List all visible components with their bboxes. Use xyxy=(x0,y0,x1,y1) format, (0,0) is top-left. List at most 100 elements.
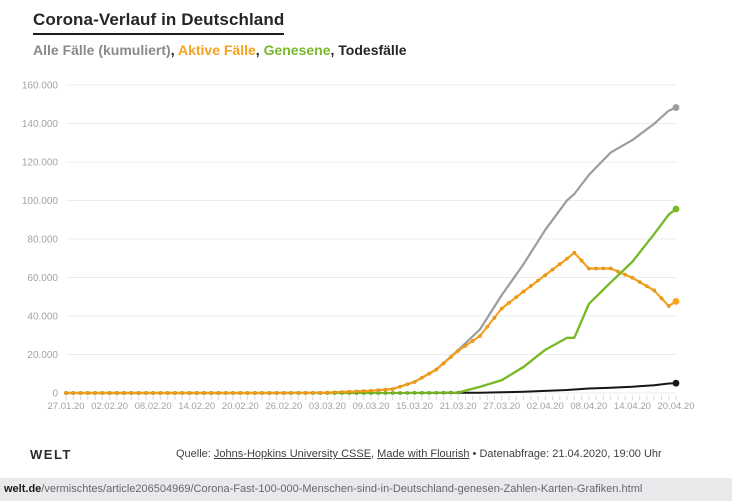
series-point-marker xyxy=(390,391,395,395)
y-axis-label-80.000: 80.000 xyxy=(27,235,58,246)
series-point-marker xyxy=(325,390,330,395)
series-point-marker xyxy=(543,273,548,277)
source-meta: • Datenabfrage: 21.04.2020, 19:00 Uhr xyxy=(469,448,662,460)
x-axis-label-08.02.20: 08.02.20 xyxy=(135,401,172,412)
welt-logo: WELT xyxy=(30,447,72,462)
legend-item-2: Aktive Fälle xyxy=(177,42,256,58)
series-point-marker xyxy=(637,280,642,284)
x-axis-label-21.03.20: 21.03.20 xyxy=(440,401,477,412)
series-point-marker xyxy=(398,391,402,395)
x-axis-label-08.04.20: 08.04.20 xyxy=(570,401,607,412)
series-point-marker xyxy=(412,391,417,395)
series-point-marker xyxy=(499,306,504,311)
series-point-marker xyxy=(354,389,359,394)
source-line: Quelle: Johns-Hopkins University CSSE, M… xyxy=(176,448,662,460)
source-link-flourish[interactable]: Made with Flourish xyxy=(377,448,470,460)
series-point-marker xyxy=(587,266,591,271)
series-point-marker xyxy=(485,325,490,329)
series-point-marker xyxy=(332,390,337,395)
series-end-dot-2 xyxy=(672,297,680,305)
series-point-marker xyxy=(398,384,402,389)
series-point-marker xyxy=(463,344,468,348)
series-point-marker xyxy=(187,391,192,395)
series-point-marker xyxy=(282,391,286,395)
series-point-marker xyxy=(289,391,293,395)
series-point-marker xyxy=(449,355,453,359)
series-point-marker xyxy=(528,284,533,288)
legend-item-4: Todesfälle xyxy=(338,42,407,58)
series-point-marker xyxy=(144,391,148,395)
series-point-marker xyxy=(78,391,83,395)
series-point-marker xyxy=(434,390,439,395)
series-point-marker xyxy=(419,375,424,380)
series-point-marker xyxy=(274,391,279,395)
series-point-marker xyxy=(71,391,76,395)
series-point-marker xyxy=(231,391,235,395)
x-axis-label-02.02.20: 02.02.20 xyxy=(91,401,128,412)
series-point-marker xyxy=(616,269,620,274)
y-axis-label-60.000: 60.000 xyxy=(27,273,58,284)
series-point-marker xyxy=(456,349,460,353)
series-point-marker xyxy=(311,390,315,395)
chart-canvas: 0 20.000 40.000 60.000 80.000 100.000 120.000 1… xyxy=(22,81,695,413)
series-point-marker xyxy=(100,391,105,395)
series-point-marker xyxy=(492,315,497,320)
y-axis-label-0: 0 xyxy=(52,389,58,400)
series-point-marker xyxy=(601,266,606,271)
source-prefix: Quelle: xyxy=(176,448,214,460)
x-axis-label-15.03.20: 15.03.20 xyxy=(396,401,433,412)
series-line-aktive-faelle xyxy=(64,251,678,395)
series-point-marker xyxy=(296,391,301,395)
series-point-marker xyxy=(369,388,373,393)
source-link-jhu[interactable]: Johns-Hopkins University CSSE xyxy=(213,448,372,460)
chart-footer: WELT Quelle: Johns-Hopkins University CS… xyxy=(0,444,732,466)
series-end-dot-1 xyxy=(672,104,680,111)
chart-header: Corona-Verlauf in Deutschland Alle Fälle… xyxy=(33,10,407,58)
series-point-marker xyxy=(165,391,170,395)
series-point-marker xyxy=(107,391,112,395)
legend-item-1: Alle Fälle (kumuliert) xyxy=(33,42,171,58)
series-point-marker xyxy=(608,266,613,271)
series-point-marker xyxy=(594,266,598,271)
series-point-marker xyxy=(427,371,431,376)
series-line-genesene-upper xyxy=(457,207,678,394)
y-axis-label-40.000: 40.000 xyxy=(27,312,58,323)
series-end-dot-4 xyxy=(672,379,680,387)
series-point-marker xyxy=(652,288,657,293)
series-point-marker xyxy=(318,390,323,395)
series-point-marker xyxy=(85,391,90,395)
series-point-marker xyxy=(666,304,671,308)
y-axis-label-120.000: 120.000 xyxy=(22,158,59,169)
series-end-dot-3 xyxy=(672,205,680,213)
series-point-marker xyxy=(238,391,243,395)
x-axis-label-27.01.20: 27.01.20 xyxy=(48,401,85,412)
series-point-marker xyxy=(340,390,344,394)
series-point-marker xyxy=(173,391,177,395)
series-point-marker xyxy=(383,391,388,395)
series-point-marker xyxy=(449,390,453,395)
series-point-marker xyxy=(158,391,163,395)
series-point-marker xyxy=(202,391,206,395)
series-point-marker xyxy=(376,388,381,393)
source-separator: , xyxy=(371,448,378,460)
series-point-marker xyxy=(216,391,221,395)
series-point-marker xyxy=(470,339,475,343)
series-point-marker xyxy=(630,275,635,280)
legend-separator: , xyxy=(330,42,339,58)
x-axis-label-20.02.20: 20.02.20 xyxy=(222,401,259,412)
series-point-marker xyxy=(122,391,126,395)
x-axis-label-02.04.20: 02.04.20 xyxy=(527,401,564,412)
series-point-marker xyxy=(550,267,555,272)
series-point-marker xyxy=(478,334,482,338)
series-point-marker xyxy=(536,278,540,283)
x-axis-label-20.04.20: 20.04.20 xyxy=(658,401,695,412)
url-bar: welt.de/vermischtes/article206504969/Cor… xyxy=(0,478,732,501)
series-point-marker xyxy=(223,391,228,395)
url-domain: welt.de xyxy=(4,483,42,495)
series-point-marker xyxy=(383,387,388,392)
series-point-marker xyxy=(390,387,395,391)
series-point-marker xyxy=(405,391,410,395)
series-point-marker xyxy=(194,391,199,395)
y-axis-label-160.000: 160.000 xyxy=(22,81,59,92)
legend-separator: , xyxy=(170,42,178,58)
